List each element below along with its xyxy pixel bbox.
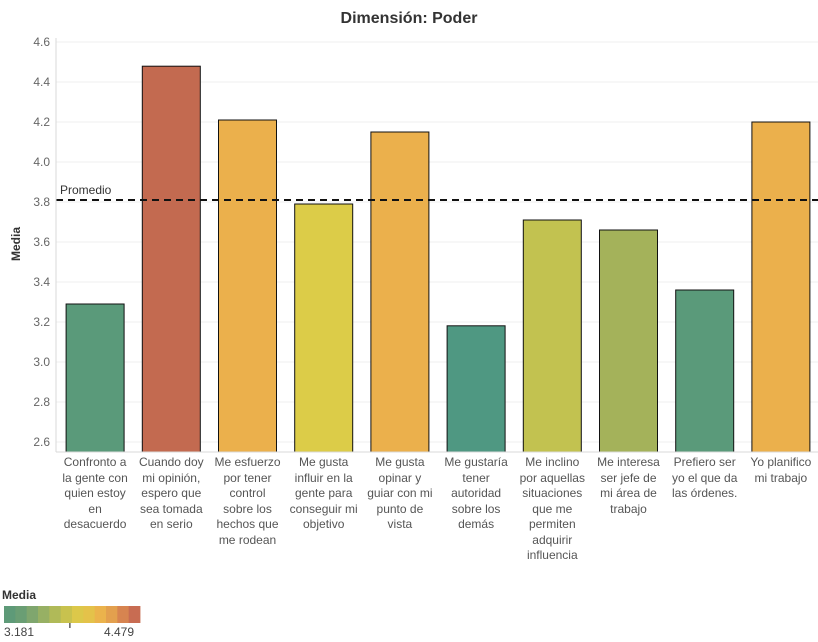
x-tick-label: Me esfuerzo por tener control sobre los …: [214, 455, 281, 547]
bar: [675, 289, 735, 453]
y-axis-label: Media: [9, 227, 23, 261]
x-tick-label: Yo planifico mi trabajo: [750, 455, 812, 485]
legend-min-label: 3.181: [4, 625, 35, 639]
y-tick-label: 2.8: [33, 395, 50, 409]
bar: [294, 203, 354, 453]
legend-swatch: [4, 606, 16, 623]
x-tick-label: Me gusta opinar y guiar con mi punto de …: [367, 455, 433, 531]
x-tick-label: Me interesa ser jefe de mi área de traba…: [597, 455, 660, 516]
x-tick-label: Confronto a la gente con quien estoy en …: [62, 455, 128, 531]
legend-swatch: [128, 606, 141, 623]
legend-swatch: [49, 606, 62, 623]
y-tick-label: 4.4: [33, 75, 50, 89]
bar: [65, 303, 125, 453]
bars: [65, 65, 811, 453]
bar: [370, 131, 430, 453]
y-tick-label: 3.2: [33, 315, 50, 329]
bar: [522, 219, 582, 453]
legend-max-label: 4.479: [104, 625, 135, 639]
average-label: Promedio: [60, 183, 112, 197]
y-tick-label: 3.6: [33, 235, 50, 249]
legend-title: Media: [2, 588, 37, 602]
bar: [446, 325, 506, 453]
y-tick-label: 3.4: [33, 275, 50, 289]
legend-swatch: [26, 606, 39, 623]
legend-swatch: [60, 606, 73, 623]
bar: [141, 65, 201, 453]
legend-swatch: [94, 606, 107, 623]
x-tick-label: Prefiero ser yo el que da las órdenes.: [671, 455, 738, 500]
color-legend: [4, 606, 141, 628]
y-tick-label: 4.0: [33, 155, 50, 169]
y-tick-label: 3.0: [33, 355, 50, 369]
x-tick-label: Cuando doy mi opinión, espero que sea to…: [138, 455, 204, 531]
bar: [599, 229, 658, 453]
y-tick-label: 4.6: [33, 35, 50, 49]
y-tick-label: 4.2: [33, 115, 50, 129]
x-tick-label: Me inclino por aquellas situaciones que …: [519, 455, 585, 562]
x-tick-label: Me gustaría tener autoridad sobre los de…: [444, 455, 508, 531]
legend-swatch: [15, 606, 28, 623]
x-tick-label: Me gusta influir en la gente para conseg…: [289, 455, 358, 531]
chart-title: Dimensión: Poder: [341, 10, 478, 27]
legend-swatch: [38, 606, 50, 623]
bar: [218, 119, 277, 453]
y-tick-label: 3.8: [33, 195, 50, 209]
legend-swatch: [117, 606, 130, 623]
legend-swatch: [106, 606, 118, 623]
legend-swatch: [72, 606, 84, 623]
bar: [751, 121, 811, 453]
y-tick-label: 2.6: [33, 435, 50, 449]
y-axis-ticks: 2.6 2.8 3.0 3.2 3.4 3.6 3.8 4.0 4.2 4.4 4.6: [33, 35, 50, 449]
legend-swatch: [83, 606, 96, 623]
